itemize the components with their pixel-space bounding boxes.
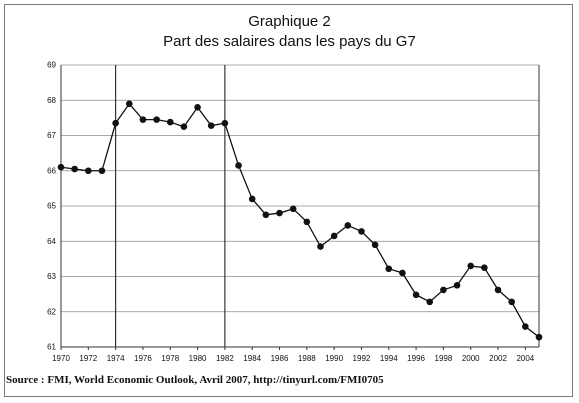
x-tick-label-1972: 1972 (79, 354, 97, 363)
data-point-1994 (385, 265, 393, 273)
x-tick-label-1982: 1982 (216, 354, 234, 363)
source-note: Source : FMI, World Economic Outlook, Av… (6, 374, 384, 386)
data-point-1979 (180, 123, 188, 130)
y-tick-label-64: 64 (47, 237, 56, 246)
data-point-1987 (289, 205, 297, 213)
data-point-1999 (453, 282, 461, 289)
x-tick-label-1970: 1970 (52, 354, 70, 363)
chart-frame (4, 4, 573, 397)
data-point-1983 (235, 162, 242, 169)
data-point-2003 (508, 298, 515, 306)
x-tick-label-1990: 1990 (325, 354, 343, 363)
data-point-1991 (344, 222, 352, 229)
x-tick-labels: 1970 1972 1974 1976 1978 1980 1982 1984 1986 1988… (52, 354, 535, 363)
x-tick-label-1992: 1992 (353, 354, 371, 363)
y-tick-label-68: 68 (47, 96, 56, 105)
x-tick-label-1974: 1974 (107, 354, 125, 363)
data-point-1971 (71, 165, 78, 173)
x-tick-label-1998: 1998 (435, 354, 453, 363)
data-point-2002 (494, 286, 502, 294)
series-line-0 (60, 102, 540, 338)
data-point-1982 (221, 119, 229, 127)
data-point-1989 (317, 243, 324, 250)
grid-lines (61, 64, 539, 313)
x-tick-label-1986: 1986 (271, 354, 289, 363)
data-point-1985 (262, 211, 270, 219)
y-tick-label-65: 65 (47, 202, 56, 211)
data-point-1981 (207, 122, 215, 129)
series-wage-share (57, 100, 543, 341)
y-tick-label-66: 66 (47, 166, 56, 175)
y-tick-label-62: 62 (47, 307, 56, 316)
data-point-1997 (426, 298, 434, 306)
y-tick-label-61: 61 (47, 343, 56, 352)
x-tick-label-1984: 1984 (243, 354, 261, 363)
data-point-1990 (330, 232, 338, 240)
x-tick-label-1976: 1976 (134, 354, 152, 363)
data-point-1984 (248, 195, 256, 203)
data-point-1973 (98, 167, 106, 175)
data-point-1978 (166, 118, 174, 126)
x-tick-label-2004: 2004 (516, 354, 534, 363)
x-tick-label-2002: 2002 (489, 354, 507, 363)
x-tick-label-1994: 1994 (380, 354, 398, 363)
y-tick-label-69: 69 (47, 61, 56, 70)
axes (60, 65, 540, 350)
data-point-1996 (412, 291, 420, 299)
data-point-2000 (467, 262, 475, 270)
period-markers (115, 65, 226, 347)
data-point-1986 (276, 209, 283, 217)
data-point-1992 (358, 228, 365, 235)
chart-subtitle: Part des salaires dans les pays du G7 (163, 33, 416, 50)
data-point-1975 (125, 100, 133, 108)
data-point-1998 (440, 286, 447, 294)
x-tick-label-2000: 2000 (462, 354, 480, 363)
x-tick-label-1980: 1980 (189, 354, 207, 363)
y-tick-label-63: 63 (47, 272, 56, 281)
data-point-1995 (399, 269, 406, 277)
data-point-1976 (139, 116, 147, 123)
x-tick-label-1978: 1978 (161, 354, 179, 363)
y-tick-labels: 61 62 63 64 65 66 67 68 69 (47, 61, 56, 352)
x-tick-label-1996: 1996 (407, 354, 425, 363)
data-point-2001 (481, 264, 488, 271)
data-point-1980 (194, 104, 201, 111)
chart-title: Graphique 2 (248, 13, 331, 30)
data-point-1974 (112, 119, 119, 127)
data-point-1988 (303, 218, 311, 226)
data-point-2004 (522, 323, 529, 330)
data-point-1970 (57, 163, 65, 171)
y-tick-label-67: 67 (47, 131, 56, 140)
data-point-1972 (85, 167, 92, 175)
data-point-2005 (535, 333, 543, 341)
data-point-1977 (153, 116, 160, 123)
x-tick-label-1988: 1988 (298, 354, 316, 363)
data-point-1993 (371, 241, 379, 249)
